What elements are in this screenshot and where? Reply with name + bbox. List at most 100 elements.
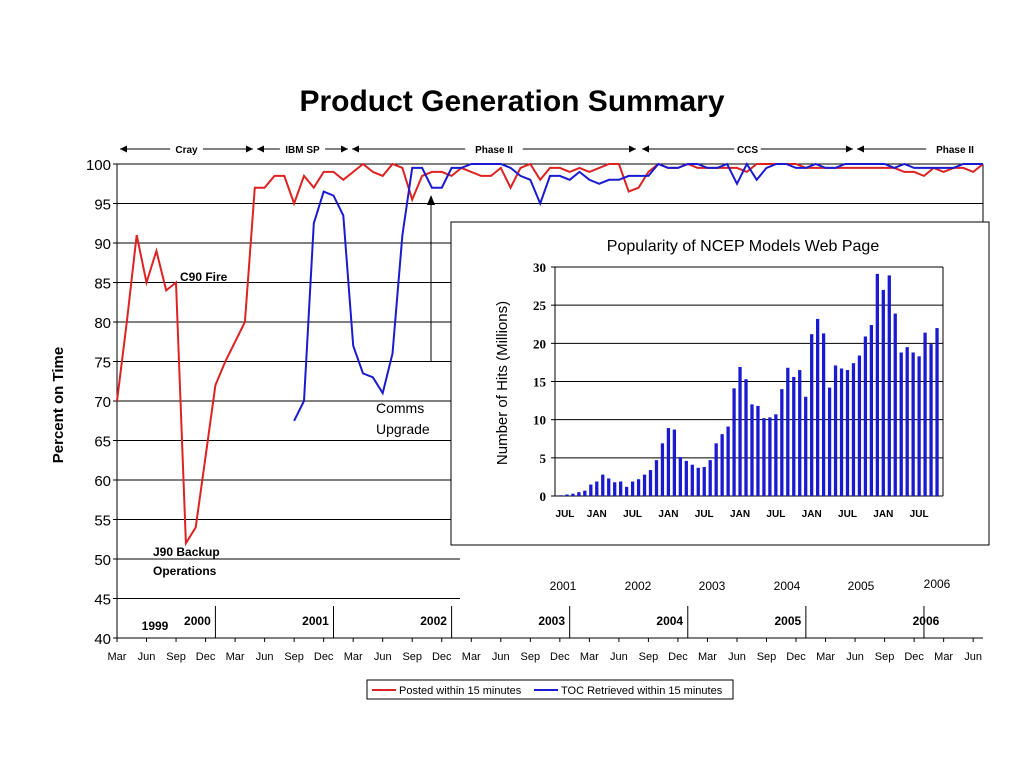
x-tick-label: Jun bbox=[256, 651, 274, 663]
inset-year-label: 2003 bbox=[699, 579, 726, 593]
x-tick-label: Jun bbox=[846, 651, 864, 663]
x-tick-label: Mar bbox=[698, 651, 717, 663]
period-arrowhead bbox=[257, 145, 264, 153]
x-tick-label: Mar bbox=[580, 651, 599, 663]
x-tick-label: Sep bbox=[166, 651, 186, 663]
inset-bar bbox=[630, 481, 635, 496]
x-tick-label: Mar bbox=[344, 651, 363, 663]
period-arrowhead bbox=[341, 145, 348, 153]
year-label: 2000 bbox=[184, 614, 211, 628]
web-hits-chart: Popularity of NCEP Models Web Page Number… bbox=[450, 221, 990, 546]
inset-bar bbox=[774, 414, 778, 496]
x-tick-label: Dec bbox=[196, 651, 216, 663]
inset-bar bbox=[571, 493, 575, 496]
inset-panel bbox=[450, 221, 990, 546]
inset-bar bbox=[589, 484, 593, 496]
inset-bar bbox=[768, 417, 772, 496]
inset-bar bbox=[702, 466, 706, 496]
x-tick-label: Dec bbox=[432, 651, 452, 663]
inset-bar bbox=[786, 367, 790, 496]
inset-x-tick-label: JAN bbox=[658, 509, 678, 520]
inset-y-tick-label: 30 bbox=[533, 260, 546, 275]
x-tick-label: Mar bbox=[462, 651, 481, 663]
inset-bar bbox=[559, 495, 563, 496]
x-tick-label: Jun bbox=[492, 651, 510, 663]
inset-bar bbox=[780, 389, 784, 496]
inset-bar bbox=[642, 474, 647, 496]
inset-bar bbox=[762, 418, 766, 496]
x-tick-label: Sep bbox=[757, 651, 777, 663]
inset-bar bbox=[756, 405, 760, 496]
inset-year-label: 2005 bbox=[848, 579, 875, 593]
inset-bar bbox=[672, 429, 677, 496]
period-arrowhead bbox=[642, 145, 649, 153]
year-label: 2005 bbox=[775, 614, 802, 628]
inset-year-label: 2006 bbox=[924, 577, 951, 591]
slide-title: Product Generation Summary bbox=[299, 85, 724, 118]
inset-bar bbox=[917, 356, 921, 496]
period-arrowhead bbox=[246, 145, 253, 153]
inset-bar bbox=[857, 355, 862, 496]
inset-y-axis-title: Number of Hits (Millions) bbox=[494, 301, 511, 465]
inset-bar bbox=[923, 332, 927, 496]
x-tick-label: Mar bbox=[934, 651, 953, 663]
y-tick-label: 95 bbox=[94, 197, 111, 214]
x-tick-label: Mar bbox=[226, 651, 245, 663]
inset-bar bbox=[935, 328, 939, 496]
inset-bar bbox=[744, 379, 748, 496]
period-arrowhead bbox=[857, 145, 864, 153]
legend-label-toc: TOC Retrieved within 15 minutes bbox=[561, 685, 723, 697]
period-label: Phase II bbox=[936, 145, 974, 156]
inset-bar bbox=[619, 481, 623, 496]
inset-bar bbox=[660, 443, 665, 496]
legend-label-posted: Posted within 15 minutes bbox=[399, 685, 522, 697]
y-tick-label: 100 bbox=[86, 157, 111, 174]
inset-bar bbox=[881, 289, 885, 496]
x-tick-label: Sep bbox=[639, 651, 659, 663]
y-tick-label: 70 bbox=[94, 394, 111, 411]
inset-y-tick-label: 10 bbox=[533, 413, 546, 428]
annotation-c90-fire: C90 Fire bbox=[180, 270, 228, 284]
inset-bar bbox=[911, 352, 915, 496]
y-tick-label: 90 bbox=[94, 236, 111, 253]
inset-bar bbox=[648, 470, 653, 496]
inset-y-tick-label: 25 bbox=[533, 298, 547, 313]
inset-bar bbox=[636, 479, 641, 496]
inset-bar bbox=[720, 434, 724, 496]
x-tick-label: Jun bbox=[374, 651, 392, 663]
inset-x-tick-label: JUL bbox=[695, 509, 714, 520]
x-tick-label: Jun bbox=[138, 651, 156, 663]
inset-x-tick-label: JAN bbox=[587, 509, 607, 520]
year-label: 2002 bbox=[420, 614, 447, 628]
x-tick-label: Jun bbox=[728, 651, 746, 663]
inset-bar bbox=[845, 370, 850, 496]
inset-bar bbox=[792, 376, 796, 496]
inset-y-tick-label: 5 bbox=[540, 451, 547, 466]
inset-bar bbox=[839, 368, 844, 496]
inset-bar bbox=[654, 460, 659, 496]
inset-bar bbox=[708, 460, 712, 496]
inset-bar bbox=[732, 388, 736, 496]
inset-bar bbox=[613, 482, 617, 496]
inset-bar bbox=[869, 325, 874, 496]
x-tick-label: Sep bbox=[875, 651, 895, 663]
year-label: 2004 bbox=[656, 614, 683, 628]
inset-x-tick-label: JUL bbox=[838, 509, 857, 520]
x-tick-label: Dec bbox=[314, 651, 334, 663]
series-line-posted bbox=[116, 162, 984, 547]
period-label: IBM SP bbox=[285, 145, 320, 156]
inset-bar bbox=[863, 336, 868, 496]
y-axis-title: Percent on Time bbox=[50, 347, 67, 463]
annotation-line: Operations bbox=[153, 564, 217, 578]
inset-x-tick-label: JUL bbox=[910, 509, 929, 520]
year-label: 2003 bbox=[538, 614, 565, 628]
y-tick-label: 40 bbox=[94, 631, 111, 648]
inset-x-tick-label: JAN bbox=[873, 509, 893, 520]
inset-bar bbox=[798, 370, 802, 496]
inset-bar bbox=[887, 275, 891, 496]
x-tick-label: Dec bbox=[904, 651, 924, 663]
x-tick-label: Dec bbox=[550, 651, 570, 663]
period-arrowhead bbox=[352, 145, 359, 153]
period-label: Phase II bbox=[475, 145, 513, 156]
